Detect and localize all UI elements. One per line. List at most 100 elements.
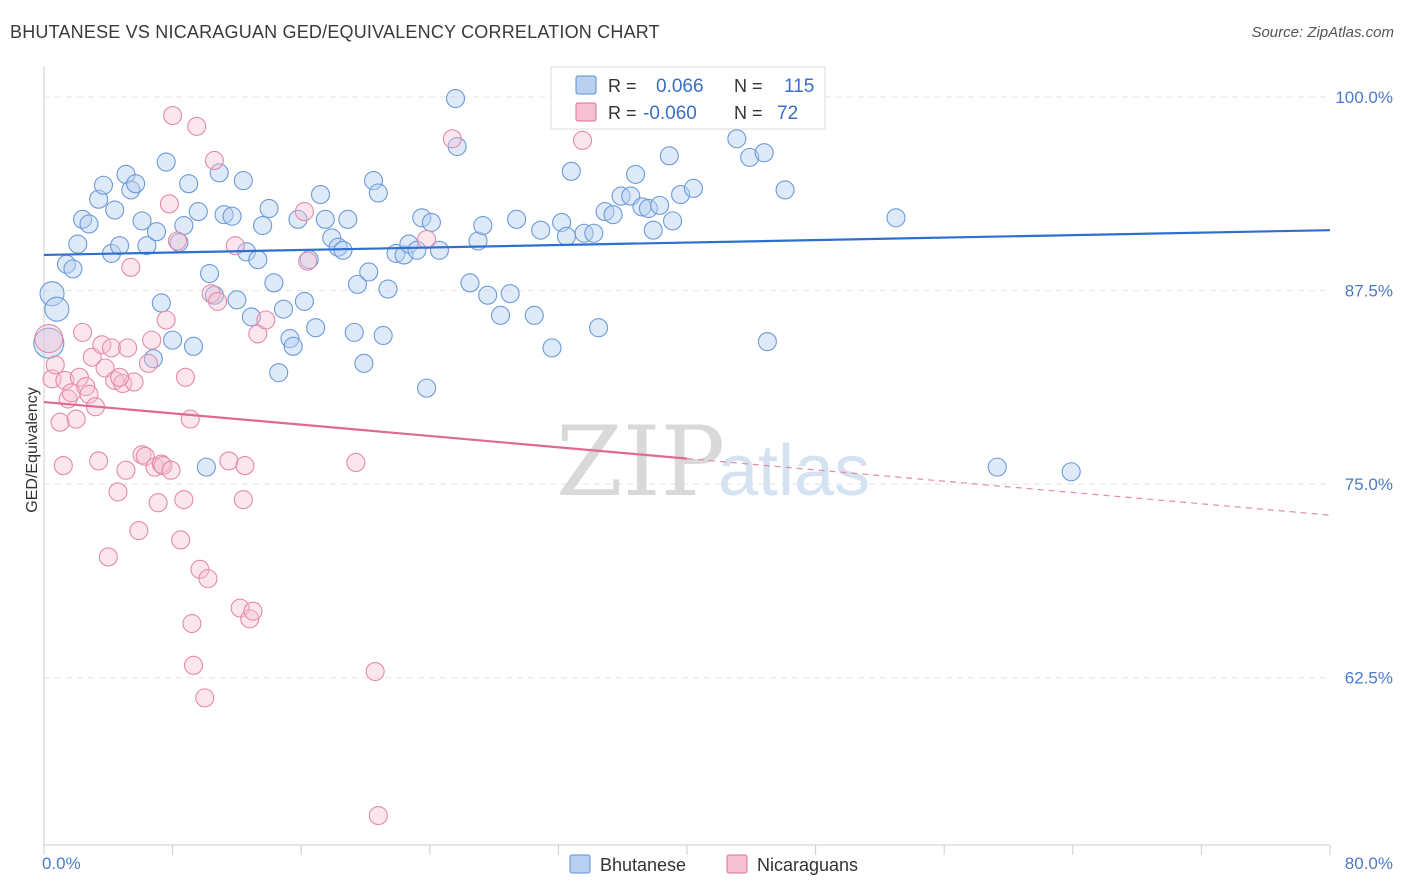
legend-swatch-nicaraguans xyxy=(726,854,748,874)
point-bhutanese-15 xyxy=(126,174,146,194)
point-bhutanese-106 xyxy=(754,143,774,163)
point-bhutanese-68 xyxy=(412,208,432,228)
point-nicaraguans-5 xyxy=(55,370,75,390)
point-bhutanese-77 xyxy=(478,285,498,305)
point-bhutanese-63 xyxy=(378,279,398,299)
y-tick-label-3: 100.0% xyxy=(1335,88,1393,107)
point-nicaraguans-0 xyxy=(34,324,64,354)
point-nicaraguans-65 xyxy=(368,806,388,826)
point-bhutanese-99 xyxy=(659,146,679,166)
point-bhutanese-19 xyxy=(146,222,167,242)
point-bhutanese-21 xyxy=(156,152,176,172)
watermark-atlas: atlas xyxy=(718,431,870,511)
point-bhutanese-38 xyxy=(248,250,268,270)
point-nicaraguans-18 xyxy=(98,547,118,567)
point-bhutanese-51 xyxy=(315,209,335,229)
trend-lines xyxy=(43,229,1331,516)
point-bhutanese-46 xyxy=(288,209,308,229)
point-nicaraguans-11 xyxy=(76,377,96,397)
point-bhutanese-80 xyxy=(507,209,527,229)
point-bhutanese-20 xyxy=(151,293,171,313)
point-nicaraguans-58 xyxy=(243,601,263,621)
point-bhutanese-42 xyxy=(269,363,289,383)
point-bhutanese-74 xyxy=(460,273,480,293)
legend-n-value-2: 72 xyxy=(777,103,798,124)
series-nicaraguans xyxy=(34,106,593,826)
grid-lines xyxy=(44,96,1330,679)
legend-box xyxy=(550,66,826,130)
point-bhutanese-4 xyxy=(63,259,83,279)
point-nicaraguans-61 xyxy=(294,202,314,222)
point-nicaraguans-45 xyxy=(183,655,204,675)
point-nicaraguans-24 xyxy=(118,338,138,358)
point-nicaraguans-42 xyxy=(175,367,196,387)
point-bhutanese-61 xyxy=(368,183,388,203)
point-bhutanese-44 xyxy=(280,329,300,349)
point-bhutanese-58 xyxy=(354,353,374,373)
point-nicaraguans-55 xyxy=(233,490,253,510)
point-bhutanese-7 xyxy=(79,214,99,234)
point-bhutanese-16 xyxy=(132,211,152,231)
point-nicaraguans-27 xyxy=(129,521,149,541)
point-nicaraguans-9 xyxy=(69,367,89,387)
point-bhutanese-87 xyxy=(574,223,594,243)
point-nicaraguans-57 xyxy=(240,609,260,629)
point-bhutanese-11 xyxy=(105,200,125,220)
point-nicaraguans-21 xyxy=(108,482,128,502)
point-bhutanese-57 xyxy=(347,274,368,294)
series-bhutanese xyxy=(33,85,1081,482)
point-bhutanese-17 xyxy=(137,236,157,256)
point-bhutanese-67 xyxy=(407,240,427,260)
point-nicaraguans-19 xyxy=(101,338,122,358)
trend-line-nicaraguans-extension xyxy=(686,457,1331,516)
point-nicaraguans-23 xyxy=(116,460,136,480)
point-nicaraguans-63 xyxy=(346,452,366,473)
point-bhutanese-26 xyxy=(183,336,204,356)
point-bhutanese-85 xyxy=(556,226,576,246)
point-nicaraguans-29 xyxy=(135,446,155,466)
legend-n-label-2: N = xyxy=(734,103,763,123)
point-bhutanese-100 xyxy=(662,211,683,231)
point-nicaraguans-10 xyxy=(73,322,93,342)
point-bhutanese-34 xyxy=(227,290,247,310)
point-bhutanese-88 xyxy=(584,223,604,243)
point-nicaraguans-40 xyxy=(171,530,191,550)
point-nicaraguans-44 xyxy=(182,613,202,634)
point-bhutanese-76 xyxy=(473,215,493,236)
point-bhutanese-70 xyxy=(421,212,441,232)
point-nicaraguans-41 xyxy=(174,490,194,510)
point-bhutanese-79 xyxy=(500,284,520,304)
point-bhutanese-40 xyxy=(259,198,279,219)
trend-line-bhutanese xyxy=(43,229,1331,257)
legend-n-label-1: N = xyxy=(734,76,763,96)
chart-title: BHUTANESE VS NICARAGUAN GED/EQUIVALENCY … xyxy=(10,22,660,42)
point-nicaraguans-4 xyxy=(53,456,73,476)
point-bhutanese-109 xyxy=(886,208,906,228)
point-bhutanese-91 xyxy=(603,205,623,225)
point-nicaraguans-51 xyxy=(204,150,224,171)
point-bhutanese-2 xyxy=(44,296,70,322)
point-nicaraguans-37 xyxy=(159,194,179,214)
point-nicaraguans-67 xyxy=(442,129,462,149)
point-nicaraguans-62 xyxy=(298,251,318,271)
point-nicaraguans-53 xyxy=(219,451,239,471)
point-bhutanese-31 xyxy=(209,163,229,183)
point-bhutanese-39 xyxy=(253,215,273,236)
point-bhutanese-69 xyxy=(417,378,437,398)
point-bhutanese-41 xyxy=(264,273,284,293)
point-bhutanese-60 xyxy=(363,171,384,191)
point-bhutanese-22 xyxy=(163,330,183,350)
point-nicaraguans-43 xyxy=(180,409,200,429)
point-nicaraguans-8 xyxy=(66,409,86,429)
point-nicaraguans-46 xyxy=(187,116,207,136)
watermark-zip: ZIP xyxy=(556,406,725,518)
point-nicaraguans-70 xyxy=(110,367,130,387)
point-bhutanese-25 xyxy=(179,174,199,194)
legend-r-value-1: 0.066 xyxy=(656,76,704,97)
point-nicaraguans-28 xyxy=(132,445,152,465)
legend-swatch-pink xyxy=(575,102,597,122)
point-bhutanese-35 xyxy=(233,171,253,191)
point-bhutanese-83 xyxy=(542,338,562,358)
point-bhutanese-29 xyxy=(200,263,220,284)
